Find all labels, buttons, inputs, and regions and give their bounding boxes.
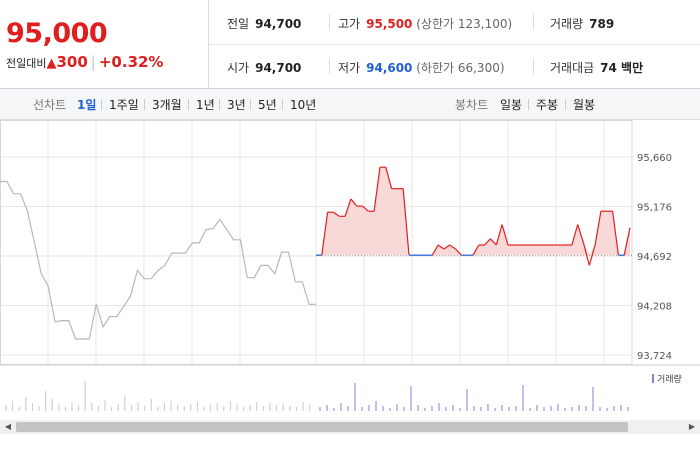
divider (144, 99, 145, 110)
y-tick-label: 94,208 (637, 302, 672, 313)
today-price-segment (350, 198, 358, 207)
low-value: 94,600 (366, 61, 413, 75)
tab-5y[interactable]: 5년 (258, 98, 277, 112)
today-price-segment (333, 211, 340, 217)
tab-3m[interactable]: 3개월 (152, 98, 182, 112)
stats-row: 시가 94,700 저가 94,600 (하한가 66,300) 거래대금 74 백만 (209, 44, 700, 88)
y-tick-label: 95,660 (637, 153, 672, 164)
chart-scrollbar[interactable]: ◀ ▶ (0, 420, 700, 434)
low-price: 저가 94,600 (하한가 66,300) (338, 59, 505, 76)
y-tick-label: 95,176 (637, 203, 672, 214)
stats-table: 전일 94,700 고가 95,500 (상한가 123,100) 거래량 789 시… (209, 0, 700, 88)
candle-chart-title: 봉차트 (455, 98, 489, 112)
current-price: 95,000 (6, 18, 108, 49)
tab-monthly-candle[interactable]: 월봉 (573, 98, 596, 112)
today-price-segment (588, 244, 596, 266)
high-label: 고가 (338, 17, 361, 31)
today-price-segment (472, 244, 480, 256)
divider (282, 99, 283, 110)
divider (329, 58, 330, 74)
today-price-segment (623, 227, 631, 256)
trade-amount: 거래대금 74 백만 (550, 59, 643, 76)
today-price-segment (495, 224, 503, 246)
today-price-segment (449, 244, 456, 250)
change-percent: +0.32% (98, 53, 164, 71)
divider (528, 99, 529, 110)
amount-value: 74 백만 (600, 61, 644, 75)
today-price-segment (612, 211, 619, 256)
tab-3y[interactable]: 3년 (227, 98, 246, 112)
divider (188, 99, 189, 110)
today-price-segment (344, 198, 352, 217)
divider (533, 14, 534, 30)
today-price-segment (594, 211, 602, 246)
stats-row: 전일 94,700 고가 95,500 (상한가 123,100) 거래량 789 (209, 0, 700, 45)
today-price-segment (489, 238, 497, 246)
volume-legend-label: 거래량 (657, 373, 682, 385)
divider (101, 99, 102, 110)
tab-1d[interactable]: 1일 (77, 98, 97, 112)
today-price-segment (582, 242, 590, 266)
price-summary: 95,000 전일대비▲300 | +0.32% (0, 0, 209, 88)
change-info: 전일대비▲300 | +0.32% (6, 53, 163, 71)
today-price-segment (437, 244, 445, 250)
open-price: 시가 94,700 (227, 59, 301, 76)
today-price-segment (321, 212, 329, 256)
high-price: 고가 95,500 (상한가 123,100) (338, 15, 512, 32)
tab-daily-candle[interactable]: 일봉 (500, 98, 523, 112)
volume-value: 789 (589, 17, 615, 31)
today-price-segment (402, 188, 410, 256)
line-chart-title: 선차트 (33, 98, 67, 112)
volume: 거래량 789 (550, 15, 614, 32)
divider (533, 58, 534, 74)
quote-header: 95,000 전일대비▲300 | +0.32% 전일 94,700 고가 95,500… (0, 0, 700, 89)
today-price-segment (501, 224, 509, 246)
volume-legend-swatch (652, 374, 654, 383)
scroll-left-icon[interactable]: ◀ (4, 422, 12, 431)
tab-weekly-candle[interactable]: 주봉 (536, 98, 559, 112)
change-label: 전일대비 (6, 57, 47, 70)
today-price-segment (484, 238, 491, 246)
amount-label: 거래대금 (550, 61, 595, 75)
tab-1w[interactable]: 1주일 (109, 98, 139, 112)
y-tick-label: 94,692 (637, 252, 672, 263)
today-price-segment (571, 224, 579, 246)
today-price-segment (362, 205, 369, 212)
today-price-segment (577, 224, 585, 244)
low-label: 저가 (338, 61, 361, 75)
divider (565, 99, 566, 110)
divider (329, 14, 330, 30)
prev-day-price-line (0, 180, 316, 340)
scroll-thumb[interactable] (16, 422, 628, 432)
tab-1y[interactable]: 1년 (196, 98, 215, 112)
lower-limit: (하한가 66,300) (416, 61, 505, 75)
divider: | (90, 53, 96, 71)
price-chart: 95,660 95,176 94,692 94,208 93,724 거래량 (0, 120, 700, 411)
today-price-segment (431, 244, 439, 256)
volume-label: 거래량 (550, 17, 584, 31)
high-value: 95,500 (366, 17, 413, 31)
today-price-segment (385, 167, 393, 189)
tab-10y[interactable]: 10년 (290, 98, 317, 112)
open-value: 94,700 (255, 61, 302, 75)
change-value: 300 (56, 53, 88, 71)
up-arrow-icon: ▲ (46, 56, 57, 71)
scroll-right-icon[interactable]: ▶ (688, 422, 696, 431)
upper-limit: (상한가 123,100) (416, 17, 513, 31)
today-price-segment (443, 244, 451, 250)
y-tick-label: 93,724 (637, 351, 672, 362)
prev-close-label: 전일 (227, 17, 250, 31)
prev-close-value: 94,700 (255, 17, 302, 31)
divider (219, 99, 220, 110)
today-price-segment (373, 167, 381, 212)
chart-period-tabs: 선차트 1일 1주일 3개월 1년 3년 5년 10년 봉차트 일봉 주봉 월봉 (0, 89, 700, 120)
open-label: 시가 (227, 61, 250, 75)
divider (250, 99, 251, 110)
prev-close: 전일 94,700 (227, 15, 301, 32)
today-price-segment (455, 248, 462, 256)
